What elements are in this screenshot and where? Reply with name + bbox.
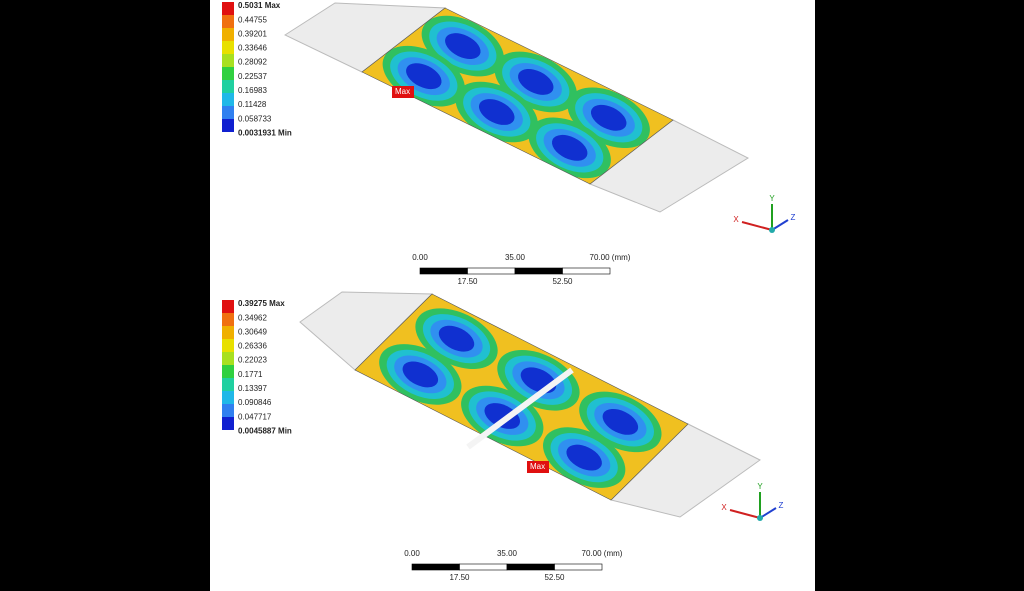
triad-origin <box>757 515 763 521</box>
legend-swatch <box>222 339 234 352</box>
legend-swatch <box>222 378 234 391</box>
contour-blob <box>445 33 481 60</box>
scale-segment <box>562 267 611 275</box>
scale-label: 0.00 <box>404 549 420 558</box>
scale-segment <box>514 267 563 275</box>
axis-z <box>759 507 777 519</box>
axis-z <box>771 219 789 231</box>
contour-band <box>362 8 673 184</box>
axis-x <box>741 221 773 231</box>
legend-label: 0.30649 <box>238 327 267 336</box>
scale-label: 17.50 <box>457 277 478 286</box>
legend-swatch <box>222 391 234 404</box>
triad-label: Y <box>757 482 763 491</box>
legend-label: 0.13397 <box>238 384 267 393</box>
legend-swatch <box>222 404 234 417</box>
contour-blob <box>602 408 639 435</box>
probe-tag <box>392 86 414 98</box>
scale-label: 52.50 <box>544 573 565 582</box>
triad-origin <box>769 227 775 233</box>
probe-label: Max <box>395 87 410 96</box>
legend-label: 0.39201 <box>238 29 267 38</box>
legend-swatch <box>222 352 234 365</box>
scale-segment <box>467 267 516 275</box>
probe-label: Max <box>530 462 545 471</box>
scale-segment <box>554 563 603 571</box>
legend-swatch <box>222 41 234 54</box>
triad-label: X <box>733 215 739 224</box>
scale-segment <box>411 563 460 571</box>
legend-label: 0.11428 <box>238 100 267 109</box>
contour-blob <box>484 403 520 429</box>
scale-label: 35.00 <box>505 253 526 262</box>
scale-label: 70.00 (mm) <box>590 253 631 262</box>
scale-label: 0.00 <box>412 253 428 262</box>
triad-label: Z <box>791 213 796 222</box>
contour-blob <box>479 99 515 125</box>
contour-blob <box>402 361 439 388</box>
scale-label: 35.00 <box>497 549 518 558</box>
legend-label: 0.44755 <box>238 15 267 24</box>
legend-label: 0.047717 <box>238 412 272 421</box>
band-edge <box>354 293 689 501</box>
scale-segment <box>419 267 468 275</box>
scale-label: 70.00 (mm) <box>582 549 623 558</box>
contour-blob <box>551 134 588 161</box>
probe-tag <box>527 461 549 473</box>
legend-swatch <box>222 28 234 41</box>
legend-swatch <box>222 300 234 313</box>
legend-swatch <box>222 67 234 80</box>
legend-label: 0.22023 <box>238 356 267 365</box>
legend-label: 0.0045887 Min <box>238 427 292 436</box>
scale-label: 52.50 <box>552 277 573 286</box>
triad-label: Z <box>779 501 784 510</box>
legend-label: 0.33646 <box>238 44 267 53</box>
band-edge <box>361 7 674 185</box>
legend-swatch <box>222 313 234 326</box>
contour-blob <box>406 63 442 90</box>
legend-label: 0.22537 <box>238 72 267 81</box>
legend-label: 0.0031931 Min <box>238 129 292 138</box>
legend-label: 0.28092 <box>238 58 267 67</box>
legend-label: 0.34962 <box>238 313 267 322</box>
legend-label: 0.39275 Max <box>238 299 285 308</box>
legend-swatch <box>222 93 234 106</box>
legend-label: 0.058733 <box>238 114 272 123</box>
contour-blob <box>518 68 554 95</box>
legend-label: 0.1771 <box>238 370 263 379</box>
contour-blob <box>590 104 627 131</box>
legend-label: 0.090846 <box>238 398 272 407</box>
contour-band <box>355 294 688 500</box>
triad-label: X <box>721 503 727 512</box>
legend-label: 0.5031 Max <box>238 1 281 10</box>
legend-swatch <box>222 326 234 339</box>
contour-blob <box>566 444 602 471</box>
legend-swatch <box>222 80 234 93</box>
crack <box>466 367 574 450</box>
scale-segment <box>459 563 508 571</box>
legend-label: 0.16983 <box>238 86 267 95</box>
legend-swatch <box>222 417 234 430</box>
legend-label: 0.26336 <box>238 342 267 351</box>
legend-swatch <box>222 365 234 378</box>
legend-swatch <box>222 106 234 119</box>
legend-swatch <box>222 54 234 67</box>
legend-swatch <box>222 15 234 28</box>
triad-label: Y <box>769 194 775 203</box>
scale-segment <box>506 563 555 571</box>
legend-swatch <box>222 2 234 15</box>
axis-x <box>729 509 761 519</box>
contour-blob <box>438 325 475 352</box>
scale-label: 17.50 <box>449 573 470 582</box>
legend-swatch <box>222 119 234 132</box>
